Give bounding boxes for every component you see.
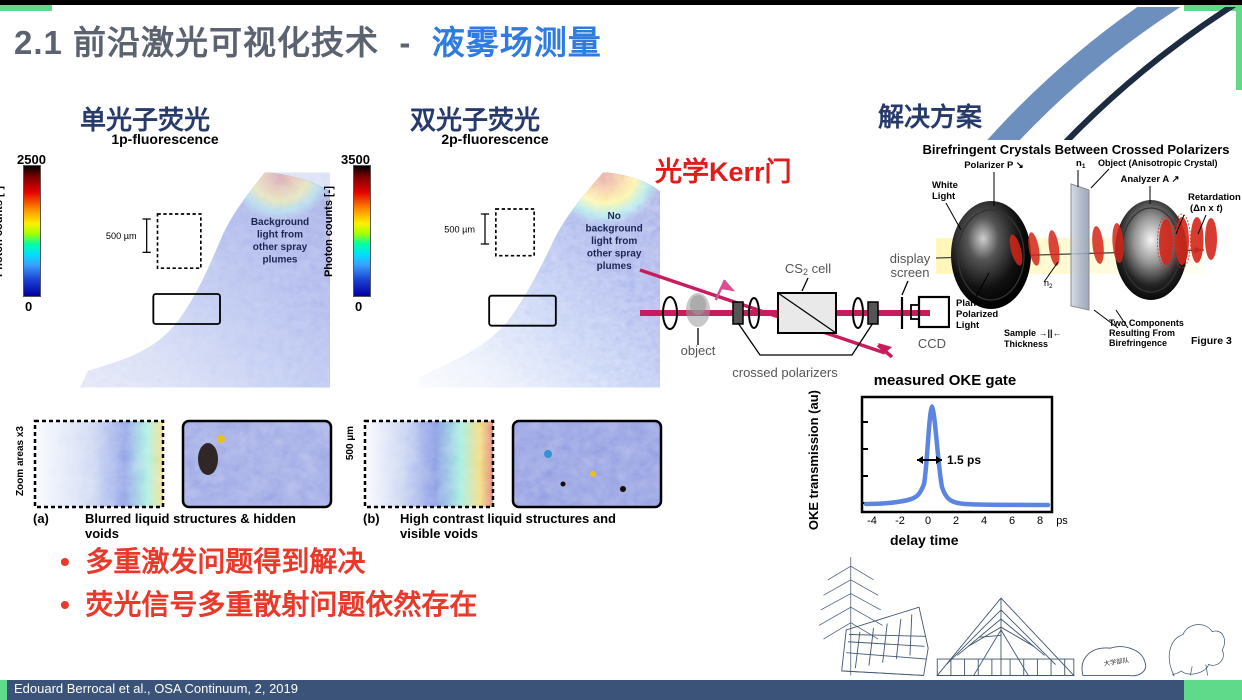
svg-text:(Δn x t): (Δn x t) (1190, 203, 1223, 214)
svg-text:Polarized: Polarized (956, 309, 998, 320)
svg-text:Two Components: Two Components (1109, 318, 1184, 328)
svg-text:Sample →||←: Sample →||← (1004, 328, 1062, 338)
svg-text:500 µm: 500 µm (106, 231, 137, 241)
svg-text:White: White (932, 180, 958, 191)
svg-text:Birefringence: Birefringence (1109, 338, 1167, 348)
svg-text:object: object (681, 343, 716, 358)
svg-text:Background: Background (251, 217, 309, 228)
svg-text:500 µm: 500 µm (444, 224, 475, 234)
svg-text:1.5 ps: 1.5 ps (947, 453, 981, 467)
svg-text:Retardation: Retardation (1188, 192, 1241, 203)
svg-text:other spray: other spray (253, 242, 308, 253)
svg-text:n1: n1 (1076, 158, 1086, 170)
svg-text:0: 0 (925, 515, 931, 527)
svg-text:No: No (607, 211, 620, 222)
svg-text:4: 4 (981, 515, 987, 527)
svg-text:light from: light from (257, 229, 303, 240)
svg-text:CS2 cell: CS2 cell (785, 261, 831, 277)
svg-text:Plane: Plane (956, 298, 981, 309)
svg-text:-4: -4 (867, 515, 877, 527)
svg-text:-2: -2 (895, 515, 905, 527)
svg-text:Polarizer P ↘: Polarizer P ↘ (964, 160, 1024, 171)
svg-text:plumes: plumes (262, 254, 297, 265)
svg-text:Thickness: Thickness (1004, 339, 1048, 348)
svg-text:Object (Anisotropic Crystal): Object (Anisotropic Crystal) (1098, 158, 1218, 168)
svg-text:plumes: plumes (597, 261, 632, 272)
svg-text:Resulting From: Resulting From (1109, 328, 1175, 338)
svg-text:Light: Light (956, 320, 980, 331)
svg-text:6: 6 (1009, 515, 1015, 527)
svg-text:Light: Light (932, 191, 956, 202)
svg-text:ps: ps (1056, 515, 1068, 527)
svg-text:2: 2 (953, 515, 959, 527)
svg-text:Analyzer A ↗: Analyzer A ↗ (1121, 174, 1180, 185)
svg-text:8: 8 (1037, 515, 1043, 527)
svg-text:Figure 3: Figure 3 (1191, 335, 1232, 347)
